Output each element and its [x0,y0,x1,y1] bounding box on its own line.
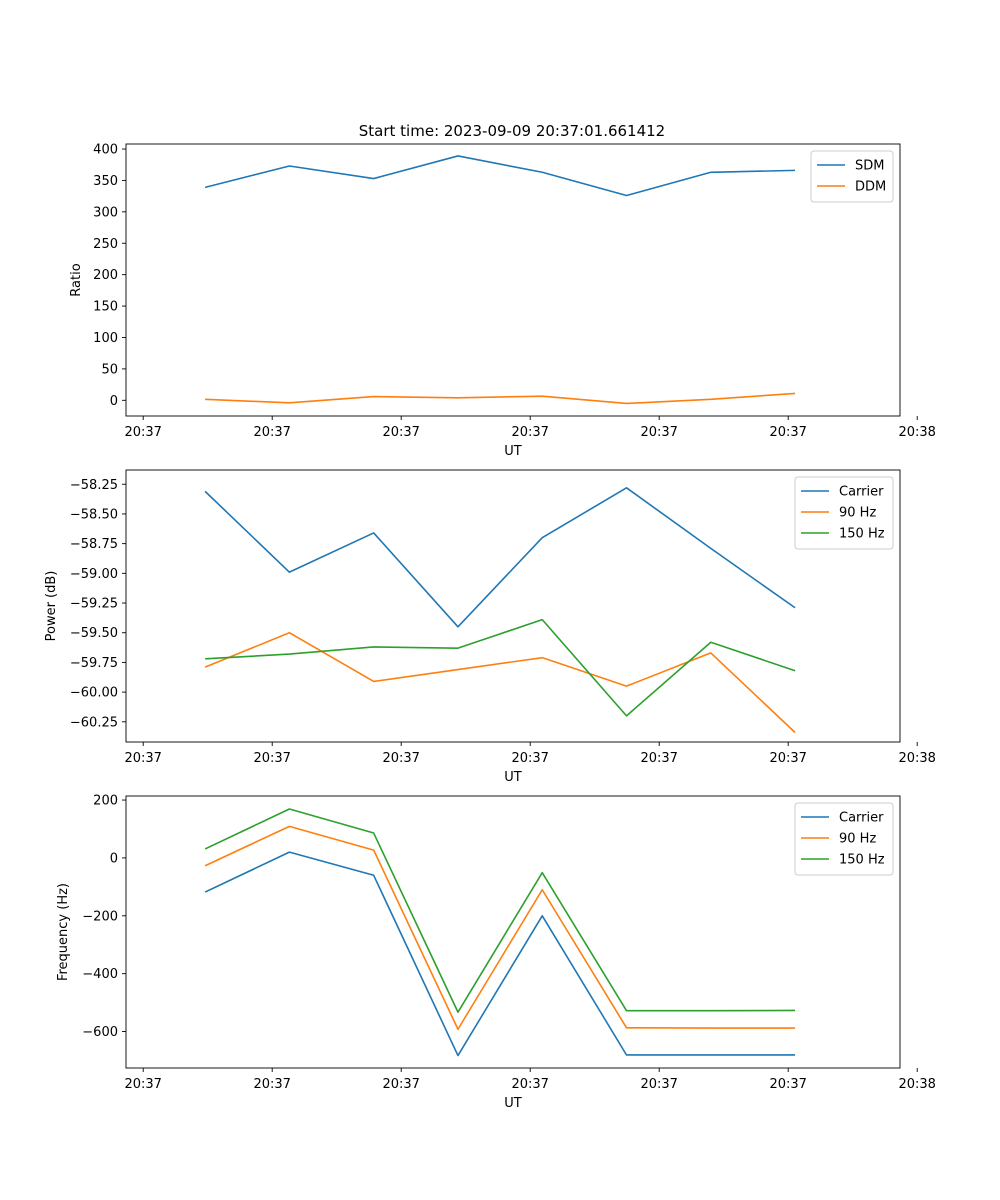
y-tick-label: 0 [110,851,118,866]
legend-label: 90 Hz [839,506,876,521]
x-tick-label: 20:37 [124,751,161,766]
legend-label: DDM [855,180,886,195]
x-tick-label: 20:37 [769,425,806,440]
y-tick-label: 400 [93,143,118,158]
legend: SDM DDM [810,150,894,203]
series-line-90-hz [204,631,796,734]
x-tick-label: 20:38 [898,425,935,440]
y-tick-label: −600 [82,1025,118,1040]
legend-box [810,150,894,203]
x-axis-label: UT [504,1096,522,1111]
x-tick-label: 20:37 [640,425,677,440]
y-tick-label: −59.50 [70,626,118,641]
panel-3: −600 −400 −200 0 200 20:37 20:37 20:37 20:37 20:3… [56,794,936,1111]
legend-label: Carrier [839,811,884,826]
y-tick-label: 300 [93,205,118,220]
panel-1: 0 50 100 150 200 250 300 350 400 20:37 20:37 20:37 2… [69,143,936,459]
x-tick-label: 20:37 [511,751,548,766]
y-tick-label: 0 [110,394,118,409]
panel-2: −60.25 −60.00 −59.75 −59.50 −59.25 −59.00 −58.… [44,469,936,785]
x-tick-label: 20:37 [124,1077,161,1092]
y-tick-label: 200 [93,268,118,283]
y-tick-label: −60.00 [70,686,118,701]
x-tick-label: 20:37 [769,751,806,766]
x-tick-label: 20:37 [769,1077,806,1092]
legend-label: Carrier [839,485,884,500]
series-line-carrier [204,487,796,628]
y-tick-label: −58.75 [70,537,118,552]
series-line-sdm [204,155,796,197]
legend-box [794,476,894,550]
series-line-150-hz [204,808,796,1013]
x-tick-label: 20:37 [253,751,290,766]
series-line-ddm [205,392,796,405]
y-tick-label: 200 [93,794,118,809]
x-tick-label: 20:37 [253,1077,290,1092]
y-tick-label: −400 [82,967,118,982]
series-line-90-hz [204,825,796,1031]
series-line-carrier [204,851,796,1057]
x-tick-label: 20:37 [382,1077,419,1092]
y-axis-label: Power (dB) [44,571,59,642]
y-tick-label: 100 [93,331,118,346]
axes-frame [125,143,901,417]
x-tick-label: 20:38 [898,751,935,766]
x-tick-label: 20:37 [511,1077,548,1092]
x-tick-label: 20:37 [253,425,290,440]
chart-title: Start time: 2023-09-09 20:37:01.661412 [359,122,665,140]
x-tick-label: 20:37 [640,751,677,766]
y-tick-label: −58.50 [70,507,118,522]
legend: Carrier 90 Hz 150 Hz [794,802,894,876]
legend-label: 90 Hz [839,832,876,847]
axes-frame [125,469,901,743]
y-tick-label: 250 [93,237,118,252]
legend: Carrier 90 Hz 150 Hz [794,476,894,550]
x-tick-label: 20:37 [382,425,419,440]
legend-label: 150 Hz [839,853,885,868]
y-tick-label: −200 [82,909,118,924]
x-tick-label: 20:38 [898,1077,935,1092]
y-tick-label: −59.75 [70,656,118,671]
y-axis-label: Frequency (Hz) [56,883,71,981]
legend-label: SDM [855,159,884,174]
x-axis-label: UT [504,444,522,459]
x-tick-label: 20:37 [124,425,161,440]
legend-box [794,802,894,876]
y-tick-label: −59.25 [70,597,118,612]
y-tick-label: 50 [101,362,118,377]
x-axis-label: UT [504,770,522,785]
series-line-150-hz [205,618,796,717]
y-tick-label: 350 [93,174,118,189]
x-tick-label: 20:37 [382,751,419,766]
axes-frame [125,795,901,1069]
legend-label: 150 Hz [839,527,885,542]
y-tick-label: 150 [93,300,118,315]
y-tick-label: −59.00 [70,567,118,582]
x-tick-label: 20:37 [511,425,548,440]
y-tick-label: −58.25 [70,478,118,493]
x-tick-label: 20:37 [640,1077,677,1092]
y-axis-label: Ratio [69,263,84,296]
y-tick-label: −60.25 [70,715,118,730]
